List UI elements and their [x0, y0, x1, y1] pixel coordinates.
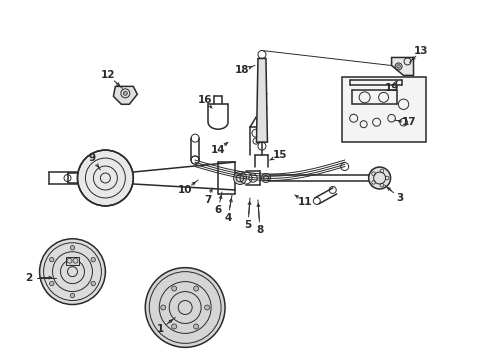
Circle shape	[262, 174, 270, 183]
Circle shape	[368, 167, 391, 189]
Bar	[342, 77, 426, 142]
Circle shape	[49, 282, 54, 286]
Polygon shape	[392, 58, 414, 75]
Circle shape	[172, 286, 177, 291]
Text: 12: 12	[101, 71, 116, 80]
Circle shape	[397, 65, 400, 68]
Text: 8: 8	[256, 225, 264, 235]
Text: 7: 7	[204, 195, 212, 205]
Circle shape	[205, 305, 210, 310]
Text: 14: 14	[211, 145, 225, 155]
Text: 17: 17	[402, 117, 417, 127]
Circle shape	[70, 246, 74, 250]
Circle shape	[145, 268, 225, 347]
Polygon shape	[256, 58, 268, 142]
Circle shape	[123, 91, 127, 95]
Text: 2: 2	[25, 273, 32, 283]
Circle shape	[234, 171, 246, 184]
Bar	[66, 257, 79, 265]
Circle shape	[49, 257, 54, 262]
Circle shape	[77, 150, 133, 206]
Circle shape	[172, 324, 177, 329]
Text: 10: 10	[178, 185, 193, 195]
Text: 3: 3	[396, 193, 403, 203]
Text: 5: 5	[245, 220, 252, 230]
Circle shape	[40, 239, 105, 305]
Text: 13: 13	[414, 45, 429, 55]
Text: 18: 18	[235, 66, 249, 76]
Text: 1: 1	[157, 324, 164, 334]
Circle shape	[194, 324, 198, 329]
Polygon shape	[113, 86, 137, 104]
Text: 16: 16	[198, 95, 212, 105]
Circle shape	[91, 282, 96, 286]
Text: 19: 19	[384, 84, 399, 93]
Text: 9: 9	[89, 153, 96, 163]
Circle shape	[194, 286, 198, 291]
Text: 6: 6	[215, 205, 221, 215]
Circle shape	[70, 293, 74, 298]
Circle shape	[161, 305, 166, 310]
Text: 11: 11	[297, 197, 312, 207]
Circle shape	[91, 257, 96, 262]
Text: 4: 4	[224, 213, 232, 223]
Text: 15: 15	[272, 150, 287, 160]
